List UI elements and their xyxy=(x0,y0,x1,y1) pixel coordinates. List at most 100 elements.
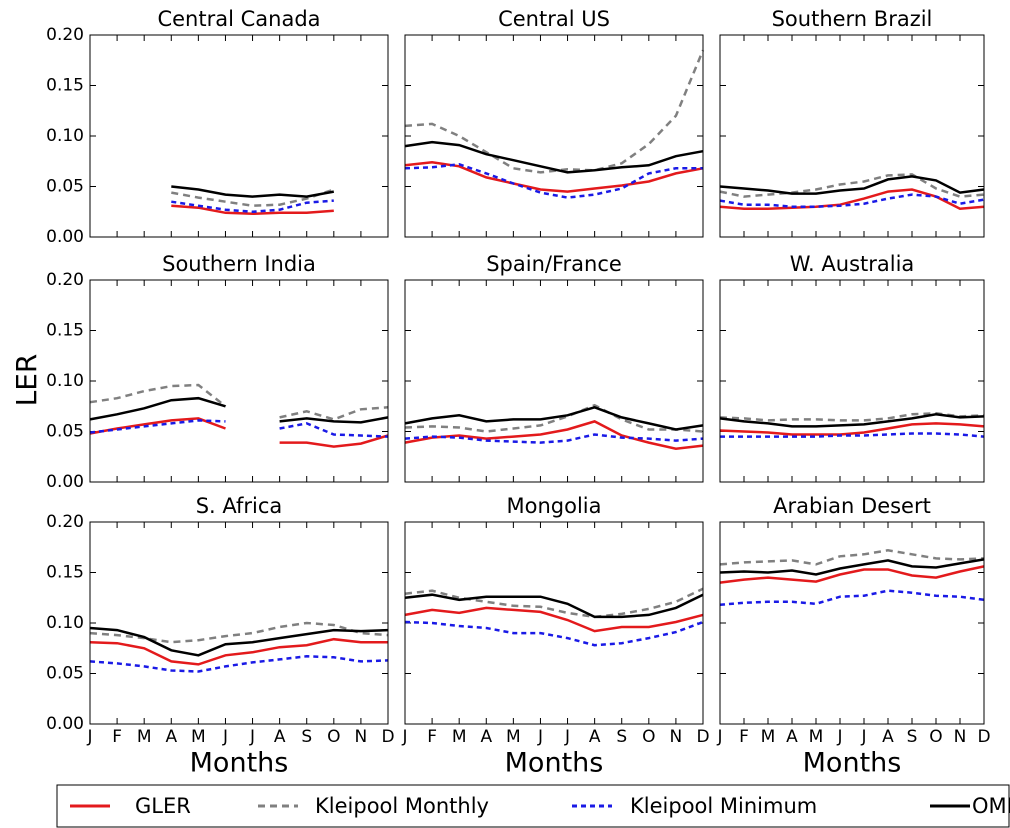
series-line xyxy=(404,606,704,633)
x-tick-label: A xyxy=(480,727,492,747)
x-tick-label: N xyxy=(355,727,368,747)
series-line xyxy=(719,173,985,198)
series-line xyxy=(404,140,704,174)
y-tick-label: 0.00 xyxy=(46,472,84,492)
chart-title: Central Canada xyxy=(157,7,320,31)
series-line xyxy=(89,383,389,421)
x-axis-label: Months xyxy=(803,748,902,779)
x-tick-label: A xyxy=(882,727,894,747)
x-tick-label: M xyxy=(506,727,521,747)
x-tick-label: A xyxy=(786,727,798,747)
x-tick-label: D xyxy=(977,727,990,747)
x-tick-label: J xyxy=(860,727,866,747)
x-axis-label: Months xyxy=(190,748,289,779)
x-tick-label: D xyxy=(381,727,394,747)
x-tick-label: M xyxy=(809,727,824,747)
chart-title: Central US xyxy=(498,7,610,31)
y-tick-label: 0.10 xyxy=(46,613,84,633)
series-line xyxy=(171,204,334,216)
series-line xyxy=(89,396,389,424)
y-tick-label: 0.00 xyxy=(46,227,84,247)
chart-title: Mongolia xyxy=(507,494,602,518)
series-line xyxy=(404,403,704,433)
chart-title: Spain/France xyxy=(486,252,622,276)
series-line xyxy=(404,420,704,450)
plot-frame xyxy=(89,34,389,238)
series-line xyxy=(89,655,389,673)
x-tick-label: J xyxy=(249,727,255,747)
chart-title: Southern Brazil xyxy=(772,7,933,31)
series-line xyxy=(89,621,389,644)
legend-label: OMI xyxy=(972,794,1010,818)
chart-title: W. Australia xyxy=(790,252,915,276)
series-line xyxy=(89,419,389,438)
chart-title: Southern India xyxy=(162,252,316,276)
x-tick-label: O xyxy=(642,727,655,747)
y-tick-label: 0.20 xyxy=(46,512,84,532)
series-line xyxy=(720,432,985,438)
series-line xyxy=(719,558,985,576)
y-tick-label: 0.05 xyxy=(46,422,84,442)
series-line xyxy=(89,637,388,666)
x-tick-label: F xyxy=(427,727,437,747)
y-tick-label: 0.05 xyxy=(46,664,84,684)
x-tick-label: N xyxy=(670,727,683,747)
plot-frame xyxy=(719,279,985,483)
plot-frame xyxy=(404,34,704,238)
x-tick-label: F xyxy=(112,727,122,747)
plot-frame xyxy=(89,521,389,725)
series-line xyxy=(404,593,704,619)
x-axis-label: Months xyxy=(505,748,604,779)
chart-title: Arabian Desert xyxy=(773,494,931,518)
x-tick-label: J xyxy=(86,727,92,747)
series-line xyxy=(719,565,985,584)
x-tick-label: S xyxy=(616,727,627,747)
series-line xyxy=(404,620,704,647)
x-tick-label: A xyxy=(274,727,286,747)
series-line xyxy=(719,422,985,436)
x-tick-label: J xyxy=(222,727,228,747)
y-tick-label: 0.10 xyxy=(46,371,84,391)
series-line xyxy=(404,161,704,193)
x-tick-label: J xyxy=(401,727,407,747)
y-tick-label: 0.15 xyxy=(46,76,84,96)
x-tick-label: J xyxy=(716,727,722,747)
x-tick-label: D xyxy=(696,727,709,747)
series-line xyxy=(171,188,335,207)
y-tick-label: 0.15 xyxy=(46,321,84,341)
y-tick-label: 0.20 xyxy=(46,25,84,45)
series-line xyxy=(719,188,985,210)
x-tick-label: M xyxy=(761,727,776,747)
series-line xyxy=(89,626,389,657)
series-line xyxy=(404,163,703,199)
plot-frame xyxy=(719,34,985,238)
plot-frame xyxy=(404,521,704,725)
legend-box xyxy=(56,784,1010,828)
series-line xyxy=(171,199,334,214)
x-tick-label: M xyxy=(452,727,467,747)
series-line xyxy=(171,185,335,198)
x-tick-label: N xyxy=(954,727,967,747)
x-tick-label: F xyxy=(739,727,749,747)
y-tick-label: 0.00 xyxy=(46,714,84,734)
series-line xyxy=(719,413,985,428)
y-tick-label: 0.10 xyxy=(46,126,84,146)
series-line xyxy=(404,433,704,444)
x-tick-label: O xyxy=(929,727,942,747)
x-tick-label: M xyxy=(137,727,152,747)
y-tick-label: 0.20 xyxy=(46,270,84,290)
x-tick-label: J xyxy=(836,727,842,747)
x-tick-label: J xyxy=(564,727,570,747)
plot-frame xyxy=(719,521,985,725)
series-line xyxy=(404,49,705,174)
series-line xyxy=(719,549,985,566)
series-line xyxy=(719,589,985,607)
series-line xyxy=(404,587,704,619)
plot-frame xyxy=(404,279,704,483)
x-tick-label: S xyxy=(907,727,918,747)
x-tick-label: S xyxy=(301,727,312,747)
y-tick-label: 0.15 xyxy=(46,563,84,583)
x-tick-label: M xyxy=(191,727,206,747)
